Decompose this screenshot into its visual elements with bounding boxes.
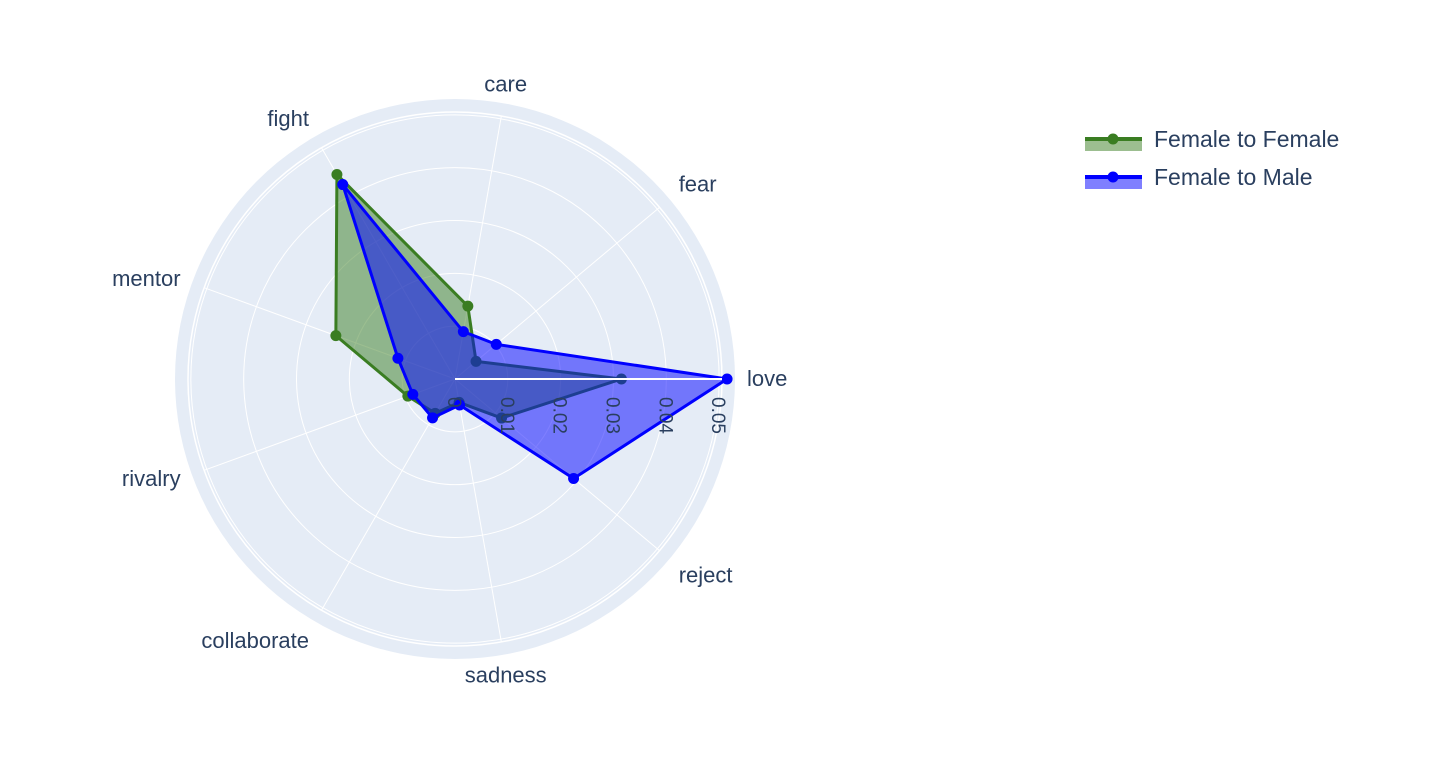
radial-tick-label: 0.01 xyxy=(496,397,517,434)
legend-label: Female to Male xyxy=(1154,164,1313,190)
radial-tick-label: 0.02 xyxy=(549,397,570,434)
data-point-collaborate[interactable] xyxy=(427,412,439,424)
legend[interactable]: Female to Female Female to Male xyxy=(1085,126,1339,190)
data-point-fight[interactable] xyxy=(331,168,343,180)
legend-label: Female to Female xyxy=(1154,126,1339,152)
legend-swatch xyxy=(1085,177,1142,189)
angular-label-love: love xyxy=(747,366,787,391)
radial-tick-label: 0.05 xyxy=(707,397,728,434)
legend-item[interactable]: Female to Male xyxy=(1085,164,1313,190)
radial-tick-label: 0.03 xyxy=(602,397,623,434)
data-point-fear[interactable] xyxy=(490,338,502,350)
angular-label-collaborate: collaborate xyxy=(201,628,309,653)
data-point-mentor[interactable] xyxy=(392,352,404,364)
data-point-mentor[interactable] xyxy=(330,330,342,342)
legend-marker xyxy=(1107,133,1119,145)
data-point-love[interactable] xyxy=(721,373,733,385)
angular-label-care: care xyxy=(484,71,527,96)
angular-label-mentor: mentor xyxy=(112,266,180,291)
angular-label-fight: fight xyxy=(267,106,309,131)
data-point-care[interactable] xyxy=(457,326,469,338)
legend-item[interactable]: Female to Female xyxy=(1085,126,1339,152)
series-area xyxy=(341,183,729,480)
data-point-care[interactable] xyxy=(462,300,474,312)
radial-axis: 0 0.01 0.02 0.03 0.04 0.05 xyxy=(443,378,728,434)
data-point-reject[interactable] xyxy=(568,472,580,484)
data-point-rivalry[interactable] xyxy=(407,388,419,400)
legend-marker xyxy=(1107,171,1119,183)
angular-label-sadness: sadness xyxy=(465,663,547,688)
radial-tick-label: 0.04 xyxy=(654,397,675,434)
angular-axis-labels: love fear care fight mentor rivalry collaborat… xyxy=(112,71,787,687)
radial-tick-label: 0 xyxy=(443,397,464,408)
data-point-fight[interactable] xyxy=(337,179,349,191)
series-female-to-male xyxy=(337,179,733,484)
angular-label-reject: reject xyxy=(679,563,733,588)
angular-label-rivalry: rivalry xyxy=(122,466,181,491)
series-layer xyxy=(330,168,733,484)
data-point-sadness[interactable] xyxy=(454,399,466,411)
angular-gridline xyxy=(454,378,502,643)
angular-label-fear: fear xyxy=(679,171,717,196)
legend-swatch xyxy=(1085,139,1142,151)
